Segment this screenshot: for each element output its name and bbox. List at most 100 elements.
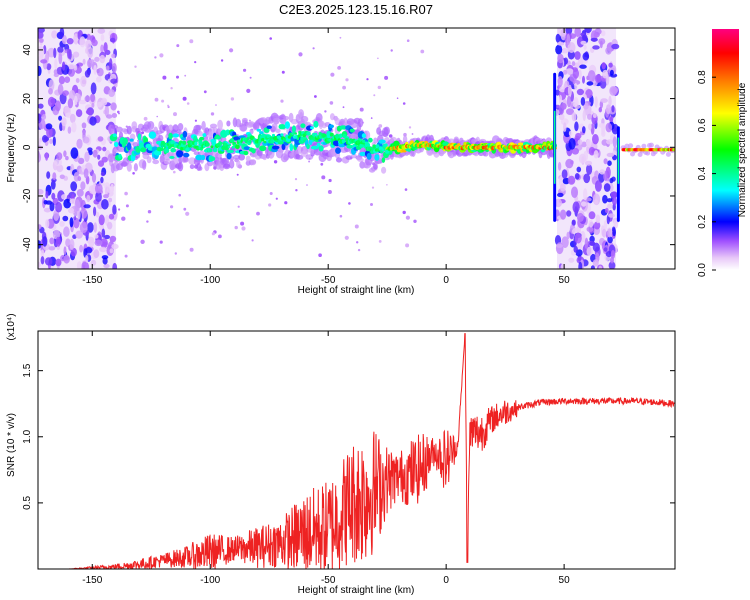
sparse-dot [186, 102, 190, 105]
noise-speckle [53, 69, 58, 75]
sparse-dot [273, 160, 278, 164]
noise-speckle [605, 251, 613, 258]
noise-speckle [55, 100, 61, 112]
noise-speckle [580, 201, 587, 207]
noise-speckle [97, 154, 101, 160]
noise-speckle [572, 68, 580, 79]
ridge-core [231, 145, 235, 149]
y-tick-label: 0.5 [22, 496, 33, 510]
noise-speckle [561, 48, 569, 54]
ridge-blob [202, 133, 207, 138]
sparse-dot [147, 210, 152, 214]
sparse-dot [318, 253, 322, 257]
ridge-core [209, 148, 213, 153]
noise-speckle [571, 219, 576, 226]
noise-speckle [587, 113, 592, 120]
sparse-dot [189, 247, 194, 252]
noise-speckle [580, 40, 587, 45]
ridge-core [297, 134, 301, 138]
sparse-dot [377, 57, 379, 60]
noise-speckle [63, 150, 67, 157]
ridge-blob [195, 154, 203, 161]
ridge-blob [238, 135, 246, 139]
noise-speckle [81, 122, 87, 129]
noise-speckle [49, 202, 55, 212]
noise-speckle [611, 43, 620, 50]
ridge-blob [112, 133, 117, 137]
noise-speckle [592, 259, 599, 267]
sparse-dot [178, 193, 181, 197]
ridge-halo [115, 126, 123, 133]
noise-speckle [69, 207, 74, 213]
noise-speckle [38, 46, 43, 51]
sparse-dot [256, 211, 260, 216]
ridge-blob [259, 145, 267, 152]
noise-speckle [59, 28, 65, 38]
noise-speckle [77, 157, 85, 165]
noise-speckle [580, 97, 586, 106]
noise-speckle [576, 166, 582, 173]
sparse-dot [386, 184, 388, 186]
ridge-halo [272, 117, 280, 125]
ridge-blob [256, 128, 262, 132]
ridge-halo [300, 115, 309, 123]
sparse-dot [143, 116, 148, 121]
noise-speckle [39, 38, 44, 43]
sparse-dot [408, 126, 412, 129]
noise-speckle [563, 69, 568, 75]
noise-speckle [592, 134, 599, 145]
noise-speckle [557, 192, 564, 198]
ridge-blob [164, 147, 170, 154]
noise-speckle [563, 122, 567, 132]
noise-speckle [606, 198, 613, 203]
noise-speckle [555, 44, 563, 55]
ridge-halo [283, 116, 290, 121]
noise-speckle [48, 246, 56, 251]
noise-speckle [97, 28, 106, 34]
ridge-blob [118, 153, 122, 159]
noise-speckle [52, 172, 57, 181]
noise-speckle [103, 194, 109, 199]
noise-speckle [572, 80, 581, 85]
ridge-core [359, 143, 364, 149]
ridge-core [362, 139, 366, 143]
sparse-dot [251, 239, 254, 242]
noise-speckle [38, 103, 44, 109]
sparse-dot [306, 184, 308, 186]
noise-speckle [606, 152, 615, 158]
noise-speckle [100, 44, 104, 53]
sparse-dot [121, 216, 126, 221]
noise-speckle [582, 34, 588, 41]
noise-speckle [55, 236, 61, 247]
noise-speckle [578, 69, 582, 80]
ridge-blob [259, 131, 264, 135]
noise-speckle [108, 213, 115, 220]
ridge-blob [291, 125, 296, 133]
ridge-core [216, 143, 221, 147]
ridge-core [261, 133, 267, 138]
ridge-core [261, 137, 265, 142]
ridge-blob [156, 146, 164, 152]
sparse-dot [132, 172, 135, 175]
noise-speckle [85, 262, 90, 269]
noise-speckle [566, 210, 572, 217]
ridge-blob [143, 137, 149, 144]
noise-speckle [558, 113, 565, 121]
x-tick-label: 50 [559, 575, 571, 586]
ridge-blob [199, 136, 205, 141]
noise-speckle [556, 243, 564, 248]
ridge-core [228, 143, 232, 147]
noise-speckle [84, 151, 90, 163]
noise-speckle [41, 114, 47, 120]
noise-speckle [79, 36, 86, 48]
noise-speckle [61, 34, 67, 45]
noise-speckle [81, 79, 87, 85]
noise-speckle [90, 259, 97, 266]
noise-speckle [595, 74, 602, 83]
noise-speckle [75, 109, 83, 118]
colorbar: 0.0 0.2 0.4 0.6 0.8 Normalized spectral ampl… [697, 29, 748, 277]
sparse-dot [320, 162, 324, 166]
sparse-dot [284, 201, 288, 205]
colorbar-tick-label: 0.0 [697, 263, 708, 277]
